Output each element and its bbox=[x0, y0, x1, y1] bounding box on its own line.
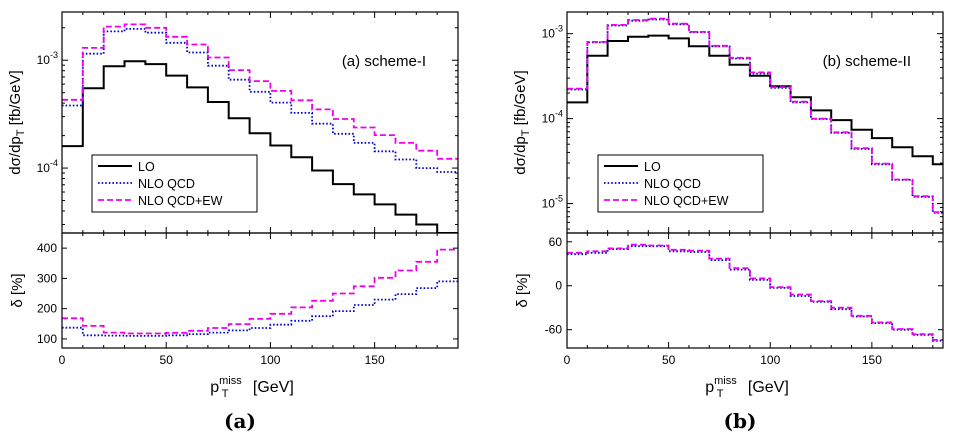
x-tick-label: 50 bbox=[160, 353, 174, 367]
series-lo-line bbox=[62, 60, 458, 233]
chart-panel-b: 10-5 10-4 10-3 -60 0 60 0 50 100 150 (b) scheme-II… bbox=[512, 11, 944, 433]
legend-label: NLO QCD+EW bbox=[644, 194, 729, 208]
y-tick-label: 10-4 bbox=[542, 109, 563, 126]
y-tick-label: 10-4 bbox=[37, 158, 58, 175]
bottom-plot-frame bbox=[61, 232, 459, 349]
legend-label: NLO QCD bbox=[138, 177, 195, 191]
x-axis-label: pmiss T [GeV] bbox=[705, 375, 789, 400]
figure-caption: (a) bbox=[224, 409, 256, 433]
y-tick-label: 10-3 bbox=[37, 50, 58, 67]
y-tick-label: 0 bbox=[555, 279, 562, 293]
x-tick-label: 100 bbox=[260, 353, 280, 367]
legend-box bbox=[91, 154, 258, 213]
bottom-y-axis-label: δ [%] bbox=[514, 273, 531, 307]
panel-annotation: (b) scheme-II bbox=[823, 53, 911, 70]
panel-annotation: (a) scheme-I bbox=[342, 53, 426, 70]
x-axis-label: pmiss T [GeV] bbox=[210, 375, 294, 400]
y-tick-label: 300 bbox=[37, 271, 57, 285]
series-nlo-qcd-line bbox=[567, 245, 943, 342]
top-y-axis-label: dσ/dpT [fb/GeV] bbox=[512, 70, 532, 174]
series-nlo-qcd-ew-line bbox=[62, 248, 458, 335]
bottom-plot-frame bbox=[566, 232, 944, 349]
top-y-axis-label: dσ/dpT [fb/GeV] bbox=[7, 70, 27, 174]
legend-label: NLO QCD+EW bbox=[138, 194, 223, 208]
y-tick-label: 100 bbox=[37, 332, 57, 346]
chart-panel-a: 10-4 10-3 100 200 300 400 0 50 100 150 (a) scheme-… bbox=[7, 11, 459, 433]
y-tick-label: 400 bbox=[37, 241, 57, 255]
y-tick-label: -60 bbox=[545, 323, 563, 337]
legend-label: LO bbox=[138, 160, 155, 174]
legend-label: NLO QCD bbox=[644, 177, 701, 191]
series-nlo-qcd-line bbox=[62, 28, 458, 173]
y-tick-label: 200 bbox=[37, 302, 57, 316]
x-tick-label: 0 bbox=[59, 353, 66, 367]
legend-box bbox=[597, 154, 764, 213]
x-tick-label: 100 bbox=[760, 353, 780, 367]
y-tick-label: 60 bbox=[549, 235, 563, 249]
bottom-y-axis-label: δ [%] bbox=[9, 273, 26, 307]
series-nlo-qcd-line bbox=[62, 280, 458, 337]
series-nlo-qcd-ew-line bbox=[567, 243, 943, 341]
x-tick-label: 50 bbox=[662, 353, 676, 367]
x-tick-label: 150 bbox=[862, 353, 882, 367]
legend-label: LO bbox=[644, 160, 661, 174]
y-tick-label: 10-5 bbox=[542, 194, 563, 211]
series-nlo-qcd-ew-line bbox=[62, 23, 458, 160]
series-nlo-qcd-ew-line bbox=[567, 17, 943, 214]
x-tick-label: 0 bbox=[564, 353, 571, 367]
series-lo-line bbox=[567, 34, 943, 166]
figure-caption: (b) bbox=[724, 409, 757, 433]
y-tick-label: 10-3 bbox=[542, 24, 563, 41]
x-tick-label: 150 bbox=[365, 353, 385, 367]
